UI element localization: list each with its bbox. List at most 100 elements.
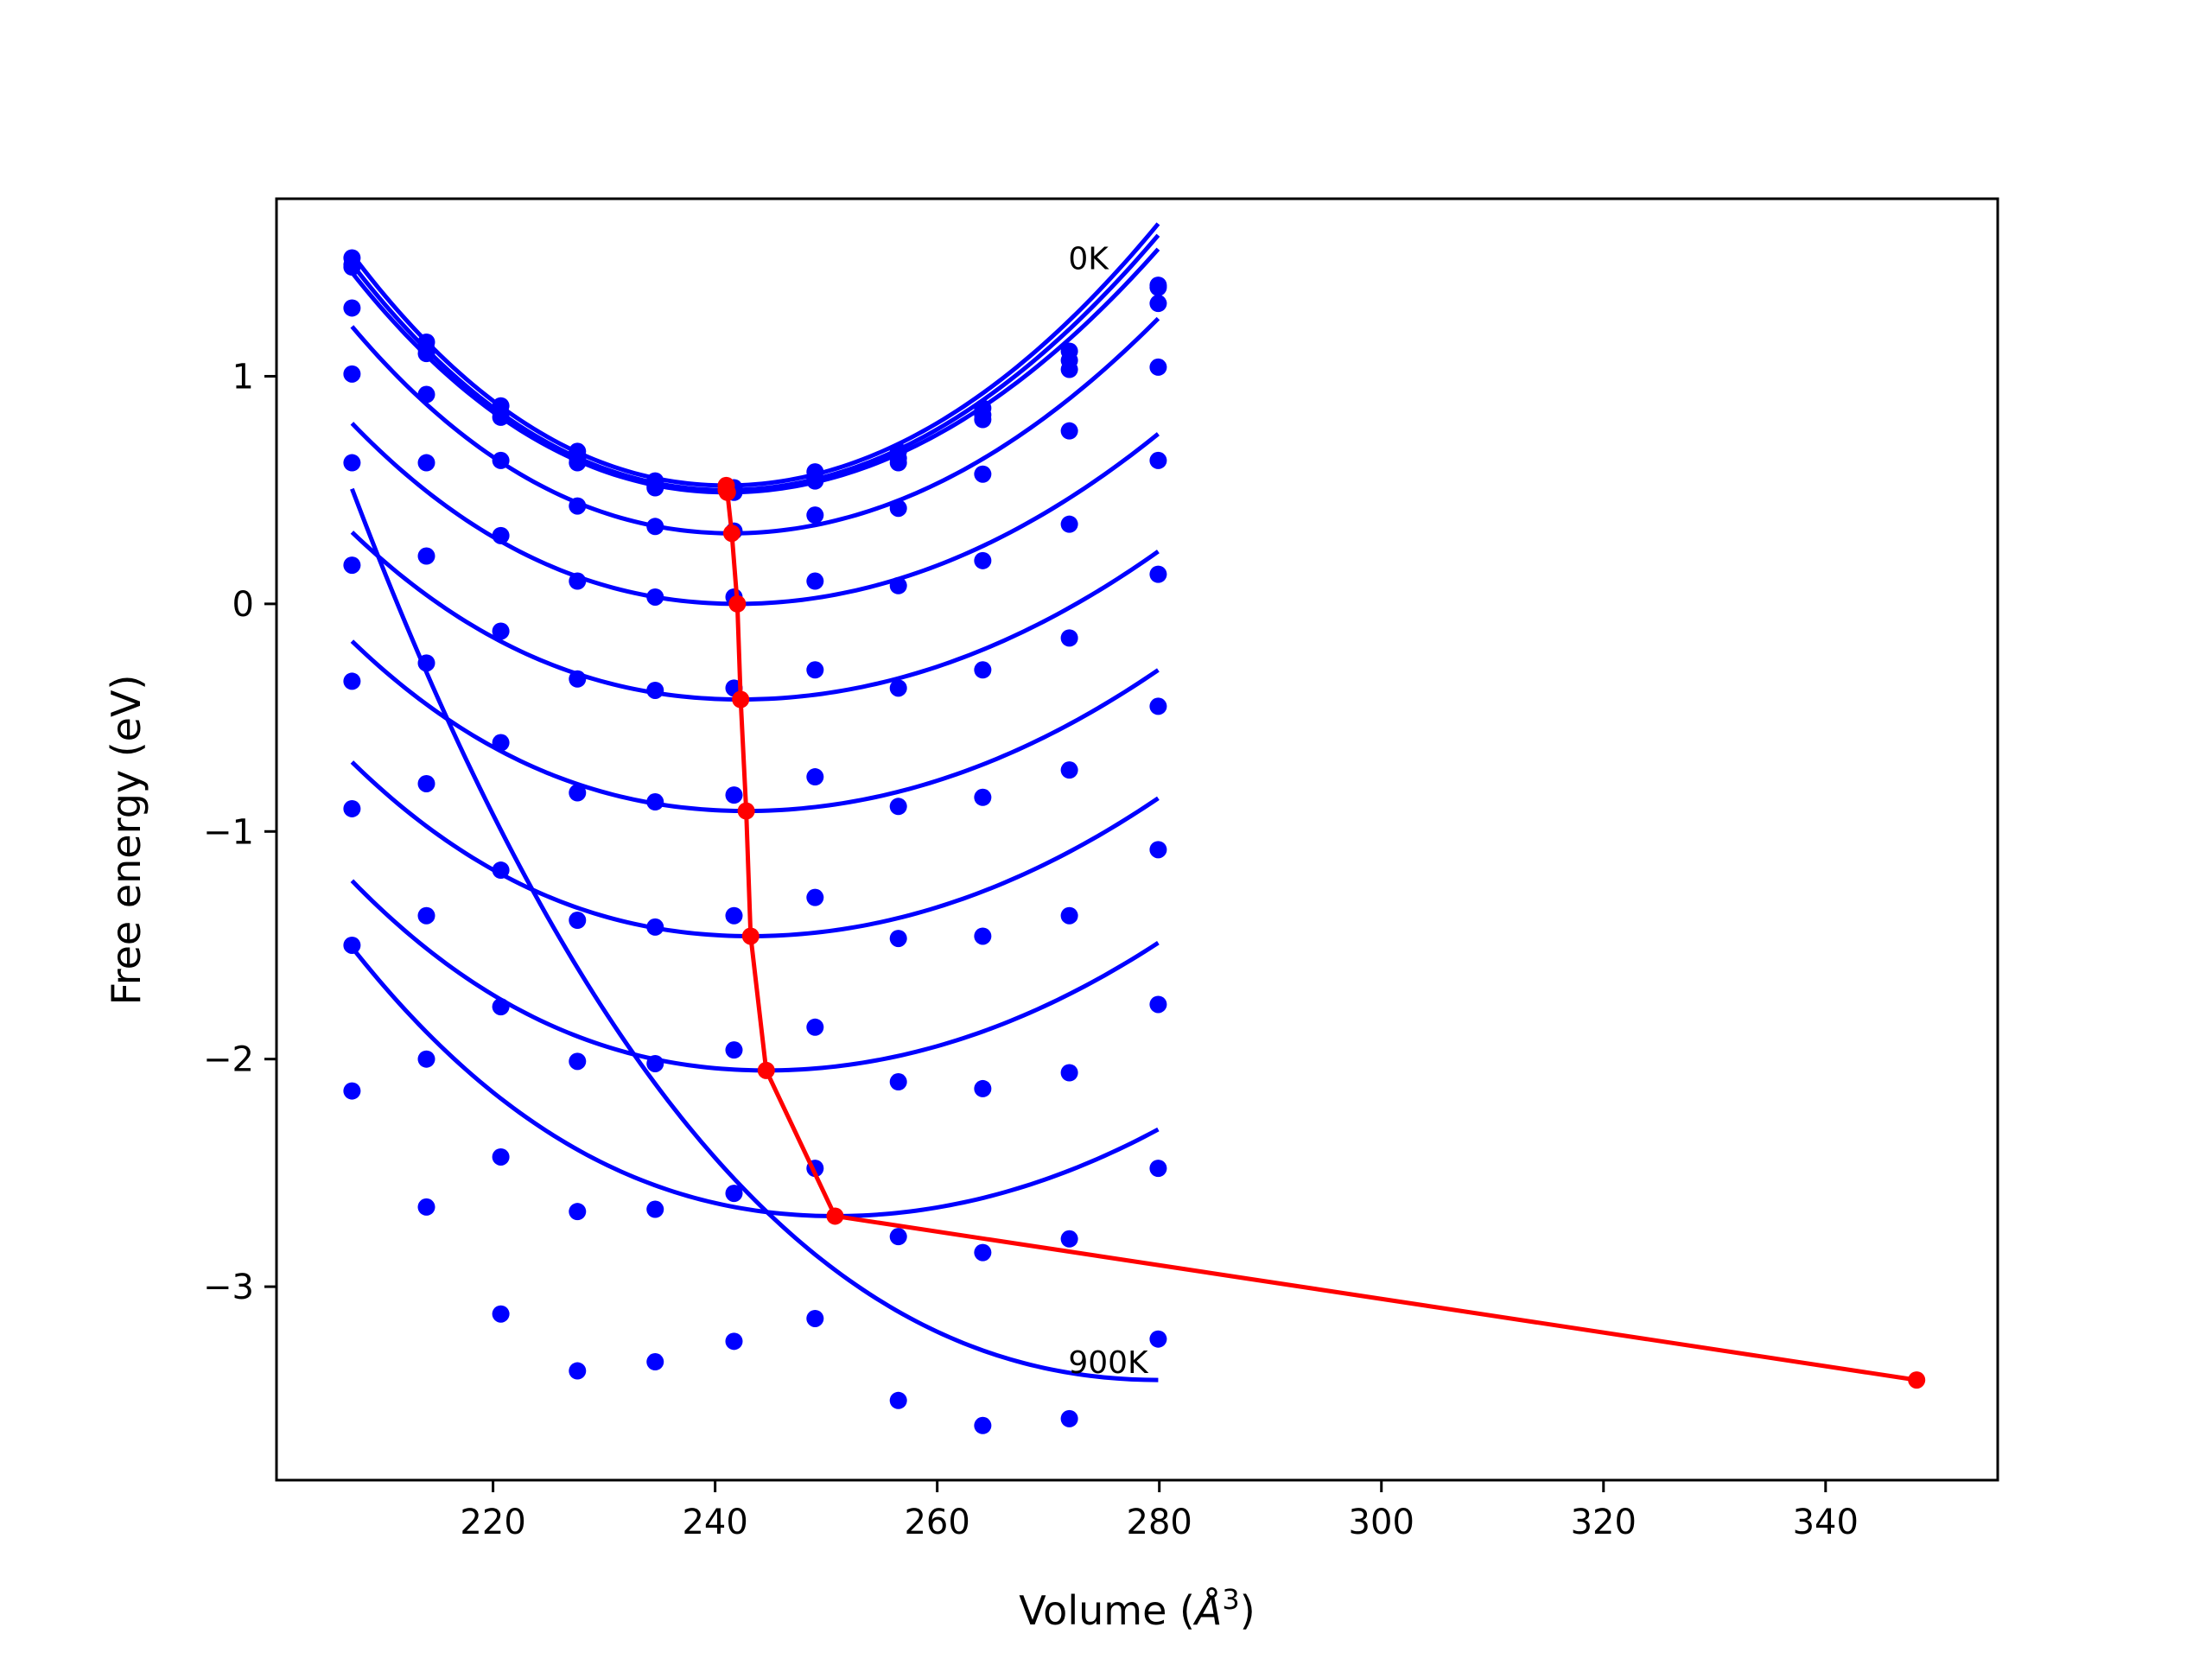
data-point-s10-2 [417,1050,435,1068]
fit-curve-3 [350,247,1160,495]
y-tick-label-2: −1 [203,812,254,852]
data-point-s10-6 [725,1185,743,1203]
data-point-s7-8 [889,798,907,816]
y-tick-label-3: −2 [203,1040,254,1080]
data-point-s5-4 [569,572,587,590]
data-point-s6-3 [492,622,510,640]
data-point-s10-9 [974,1243,992,1262]
data-point-s4-10 [1060,422,1078,440]
data-point-s5-1 [343,365,361,383]
data-point-s11-9 [974,1416,992,1434]
data-point-s3-10 [1060,360,1078,378]
data-point-s4-9 [974,465,992,483]
data-point-s11-8 [889,1391,907,1409]
fit-curve-9 [350,879,1160,1073]
data-point-s9-11 [1149,995,1167,1014]
minimum-point-8 [741,927,760,945]
x-axis: 220 240 260 280 300 320 340 [460,1480,1859,1542]
x-tick-label-220: 220 [460,1503,525,1542]
data-point-s10-10 [1060,1230,1078,1248]
data-point-s4-7 [806,506,824,524]
data-point-s6-2 [417,547,435,565]
data-point-s8-6 [725,906,743,925]
data-point-s5-11 [1149,451,1167,469]
data-point-s8-5 [646,918,664,936]
data-point-s4-11 [1149,358,1167,376]
data-point-s3-5 [646,479,664,497]
data-point-s9-6 [725,1041,743,1059]
plot-frame [275,197,1999,1482]
data-point-s10-3 [492,1147,510,1166]
data-point-s11-10 [1060,1409,1078,1427]
data-point-s8-7 [806,888,824,906]
data-point-s11-5 [646,1353,664,1371]
x-tick-label-240: 240 [682,1503,747,1542]
y-axis-label: Free energy (eV) [103,675,149,1006]
data-point-s8-2 [417,774,435,792]
data-point-s9-4 [569,1052,587,1071]
data-point-s10-8 [889,1228,907,1246]
data-point-s8-1 [343,672,361,690]
data-point-s8-11 [1149,841,1167,859]
fit-curve-11 [350,487,1159,1382]
minimum-point-7 [737,802,755,820]
data-point-s11-4 [569,1362,587,1380]
data-point-s8-8 [889,930,907,948]
fit-curve-7 [350,639,1160,814]
data-point-s7-10 [1060,761,1078,779]
fit-curve-1 [350,222,1160,488]
data-point-s6-1 [343,454,361,472]
minimum-point-4 [722,524,741,543]
x-tick-label-320: 320 [1571,1503,1637,1542]
fit-curve-10 [350,945,1160,1218]
x-axis-label-suffix: ) [1240,1587,1255,1634]
x-axis-label: Volume (Å3) [1019,1583,1255,1634]
fit-curve-5 [350,422,1160,607]
data-point-s7-11 [1149,697,1167,715]
data-point-s7-5 [646,793,664,811]
data-point-s11-3 [492,1305,510,1323]
data-point-s5-5 [646,588,664,606]
data-point-s3-1 [343,258,361,276]
data-point-s6-11 [1149,565,1167,583]
data-point-s7-3 [492,734,510,752]
data-point-s7-1 [343,556,361,575]
data-point-s9-10 [1060,1064,1078,1082]
data-point-s5-8 [889,576,907,594]
data-point-s9-5 [646,1054,664,1072]
y-tick-label-1: 0 [232,585,254,625]
data-point-s5-7 [806,572,824,590]
data-point-s4-2 [417,385,435,404]
data-point-s4-3 [492,451,510,469]
data-point-s3-9 [974,410,992,429]
data-point-s5-2 [417,454,435,472]
data-point-s8-10 [1060,906,1078,925]
data-point-s5-3 [492,526,510,544]
data-point-s6-8 [889,679,907,697]
data-point-s4-4 [569,497,587,515]
data-point-s7-2 [417,654,435,672]
minimum-point-11 [1908,1371,1926,1389]
plot-content [343,222,1926,1434]
data-point-s8-4 [569,912,587,930]
minimum-point-9 [757,1061,775,1079]
y-axis: 1 0 −1 −2 −3 [203,357,276,1307]
data-point-s5-9 [974,551,992,569]
x-axis-label-exponent: 3 [1222,1583,1239,1616]
data-point-s10-5 [646,1200,664,1218]
data-point-s10-4 [569,1203,587,1221]
x-axis-label-prefix: Volume ( [1019,1587,1195,1634]
data-point-s8-3 [492,861,510,880]
data-point-s10-1 [343,936,361,954]
data-point-s4-1 [343,299,361,317]
x-tick-label-260: 260 [904,1503,969,1542]
fit-curve-4 [350,316,1160,536]
data-point-s11-11 [1149,1330,1167,1348]
data-point-s7-4 [569,784,587,802]
x-tick-label-300: 300 [1349,1503,1414,1542]
data-point-s4-5 [646,518,664,536]
data-point-s7-6 [725,786,743,804]
minimum-point-3 [718,483,736,501]
data-point-s2-11 [1149,278,1167,296]
